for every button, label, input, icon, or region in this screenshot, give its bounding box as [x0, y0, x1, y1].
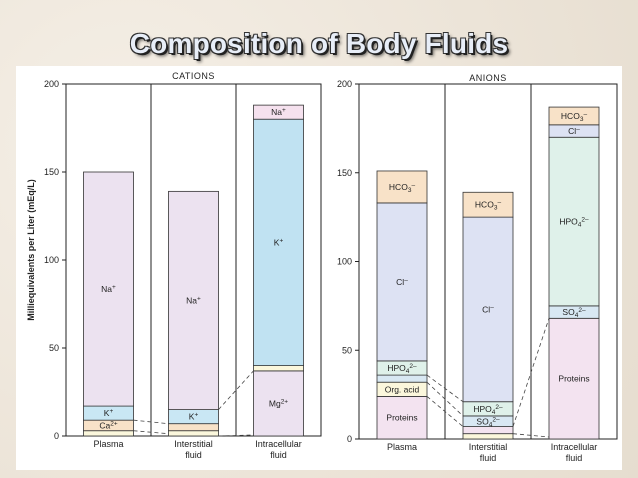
category-label: Plasma — [93, 439, 123, 449]
bar-segment — [548, 317, 600, 440]
y-tick-label: 100 — [44, 255, 59, 265]
bar-segment — [83, 171, 134, 407]
figure-svg: CATIONS 0 50 100 150 200 Milliequivalents per … — [26, 71, 618, 463]
y-tick-label: 200 — [44, 79, 59, 89]
bar-segment — [376, 395, 428, 440]
category-label: Interstitial fluid — [174, 439, 213, 460]
bar-segment — [168, 423, 219, 432]
connector-line — [426, 374, 464, 403]
bar-segment — [253, 370, 304, 437]
bar-segment — [548, 106, 600, 126]
panel-title-1: ANIONS — [469, 73, 507, 83]
bar-segment-label: Proteins — [386, 413, 417, 423]
connector-line — [133, 430, 169, 435]
connector-line — [133, 419, 169, 425]
bar-segment — [253, 104, 304, 120]
connector-line — [512, 433, 550, 438]
bar-segment-label: Cl– — [482, 304, 494, 314]
category-label: Interstitial fluid — [469, 442, 508, 463]
y-tick-label: 200 — [337, 79, 352, 89]
figure-panel: CATIONS 0 50 100 150 200 Milliequivalents per … — [16, 66, 622, 470]
y-tick-label: 0 — [54, 431, 59, 441]
connector-line — [218, 370, 254, 410]
bar-segment-label: Cl– — [396, 277, 408, 287]
y-tick-label: 50 — [342, 345, 352, 355]
connector-line — [426, 396, 464, 427]
bar-segment-label: Na+ — [186, 295, 201, 305]
y-tick-label: 150 — [337, 168, 352, 178]
panel-title-0: CATIONS — [172, 71, 215, 81]
bar-segment — [253, 118, 304, 366]
bar-segment — [462, 433, 514, 440]
y-tick-label: 100 — [337, 257, 352, 267]
category-label: Plasma — [387, 442, 417, 452]
bar-segment-label: Na+ — [101, 284, 116, 294]
bar-segment-label: K+ — [189, 412, 199, 422]
y-tick-label: 50 — [49, 343, 59, 353]
bar-segment-label: Mg2+ — [269, 398, 288, 408]
bar-segment-label: Org. acid — [385, 384, 420, 394]
connector-line — [218, 434, 254, 437]
y-tick-label: 150 — [44, 167, 59, 177]
bar-segment — [376, 170, 428, 204]
bar-segment-label: Cl– — [568, 126, 580, 136]
category-label: Intracellular fluid — [255, 439, 302, 460]
bar-segment-label: K+ — [274, 237, 284, 247]
bar-segment — [548, 136, 600, 307]
bar-segment-label: Proteins — [558, 374, 589, 384]
y-tick-label: 0 — [347, 434, 352, 444]
bar-segment — [168, 430, 219, 437]
y-axis-label: Milliequivalents per Liter (mEq/L) — [26, 179, 36, 321]
connector-line — [512, 318, 550, 427]
slide-title: Composition of Body Fluids — [129, 28, 509, 59]
bar-segment-label: Na+ — [271, 107, 286, 117]
bar-segment — [462, 191, 514, 218]
category-label: Intracellular fluid — [551, 442, 598, 463]
bar-segment — [376, 374, 428, 383]
bar-segment — [253, 365, 304, 372]
bar-segment — [462, 216, 514, 403]
bar-segment-label: K+ — [104, 408, 114, 418]
bar-segment — [168, 190, 219, 411]
bar-segment-label: Ca2+ — [99, 420, 117, 430]
connector-line — [426, 381, 464, 417]
bar-segment — [376, 202, 428, 362]
bar-segment — [83, 430, 134, 437]
